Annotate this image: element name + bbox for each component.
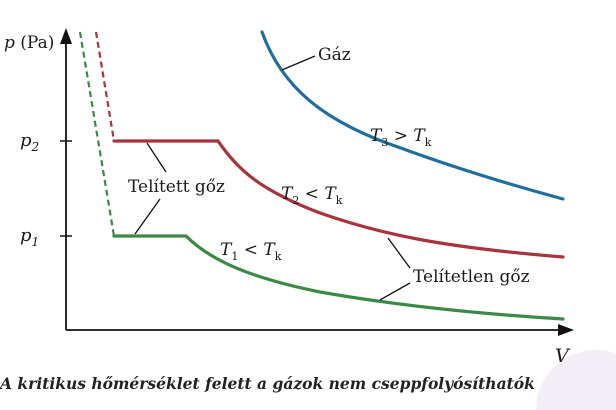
t1-label: T1 < Tk xyxy=(220,240,282,263)
unsaturated-vapor-label: Telítetlen gőz xyxy=(413,267,530,287)
p1-label: p1 xyxy=(20,225,39,249)
t2-isotherm xyxy=(112,139,565,259)
saturated-vapor-label: Telített gőz xyxy=(128,177,225,197)
t2-label: T2 < Tk xyxy=(281,184,343,207)
x-axis-arrow xyxy=(558,324,574,336)
figure-caption: A kritikus hőmérséklet felett a gázok ne… xyxy=(0,374,535,393)
y-axis-label: p (Pa) xyxy=(4,33,54,53)
isotherm-diagram: p (Pa) p2 p1 V Gáz Telített gőz Telítetl… xyxy=(4,28,574,367)
saturated-leader-bottom xyxy=(134,198,161,235)
t3-isotherm xyxy=(260,30,565,201)
unsaturated-leader-bottom xyxy=(379,282,411,301)
x-axis-label: V xyxy=(555,345,571,367)
t1-isotherm xyxy=(112,234,565,321)
saturated-leader-top xyxy=(146,142,167,173)
t2-dashed-branch xyxy=(94,31,116,142)
gas-leader xyxy=(281,55,316,71)
unsaturated-leader-top xyxy=(387,237,411,269)
t3-label: T3 > Tk xyxy=(370,126,432,149)
y-axis-arrow xyxy=(60,28,72,44)
gas-label: Gáz xyxy=(318,45,351,65)
p2-label: p2 xyxy=(20,130,39,154)
t1-dashed-branch xyxy=(78,31,116,237)
